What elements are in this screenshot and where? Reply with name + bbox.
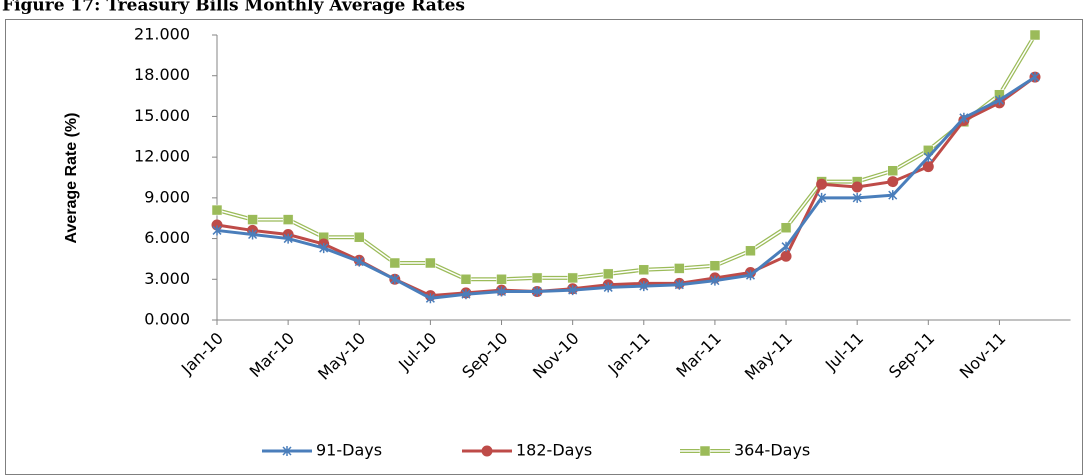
legend-label: 364-Days (734, 441, 810, 460)
marker (531, 272, 543, 284)
marker (1029, 29, 1041, 41)
marker (567, 272, 578, 284)
marker (887, 176, 899, 188)
marker (460, 274, 472, 285)
y-tick-label: 15.000 (134, 106, 190, 125)
y-tick-label: 0.000 (144, 310, 190, 329)
y-tick-label: 9.000 (144, 187, 190, 206)
marker (461, 289, 471, 300)
marker (923, 152, 933, 163)
marker (887, 165, 898, 176)
marker (922, 161, 934, 173)
marker (852, 192, 862, 203)
marker (639, 281, 649, 292)
y-tick-label: 18.000 (134, 65, 190, 84)
series-line (216, 75, 1036, 298)
marker (389, 257, 401, 269)
marker (248, 229, 258, 240)
marker (780, 250, 792, 262)
marker (282, 214, 294, 225)
marker (888, 190, 898, 201)
marker (319, 243, 329, 254)
marker (212, 225, 222, 236)
marker (568, 285, 578, 296)
marker (496, 286, 507, 297)
y-tick-label: 3.000 (144, 269, 190, 288)
marker (780, 222, 792, 233)
y-tick-label: 12.000 (134, 147, 190, 166)
marker (710, 275, 720, 286)
legend-marker (282, 446, 292, 456)
marker (283, 233, 293, 244)
legend-marker (699, 445, 711, 457)
chart-frame (5, 19, 1083, 475)
marker (781, 241, 791, 252)
marker (247, 214, 258, 225)
marker (354, 256, 364, 267)
legend-marker (481, 445, 493, 457)
marker (816, 178, 828, 190)
marker (745, 270, 756, 281)
marker (425, 257, 436, 269)
marker (425, 293, 435, 304)
chart-title: Figure 17: Treasury Bills Monthly Averag… (2, 0, 465, 16)
marker (638, 264, 650, 276)
series-line-inner (216, 34, 1036, 281)
series-line (216, 75, 1036, 300)
marker (532, 286, 542, 297)
marker (211, 204, 223, 216)
marker (745, 245, 756, 257)
marker (959, 112, 969, 123)
marker (817, 192, 827, 203)
marker (603, 282, 613, 293)
marker (994, 95, 1004, 106)
marker (496, 274, 507, 285)
y-tick-label: 21.000 (134, 25, 190, 44)
legend-label: 182-Days (516, 441, 592, 460)
marker (390, 274, 400, 285)
marker (1030, 72, 1040, 83)
y-axis-label: Average Rate (%) (63, 112, 80, 243)
legend-label: 91-Days (316, 441, 382, 460)
marker (354, 231, 365, 243)
marker (674, 279, 684, 290)
marker (851, 181, 863, 193)
marker (674, 263, 685, 274)
marker (602, 268, 614, 280)
marker (709, 260, 721, 271)
y-tick-label: 6.000 (144, 228, 190, 247)
